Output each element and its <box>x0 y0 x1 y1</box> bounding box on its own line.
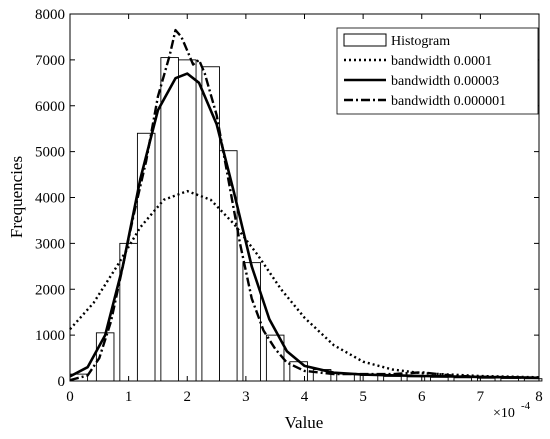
histogram-bar <box>136 132 156 382</box>
histogram-bar <box>383 375 402 382</box>
x-exponent-power: -4 <box>521 400 531 412</box>
y-tick-label: 6000 <box>35 99 65 115</box>
legend: Histogram bandwidth 0.0001 bandwidth 0.000… <box>336 27 539 115</box>
legend-item: bandwidth 0.0001 <box>344 54 492 69</box>
series-lines <box>69 28 540 382</box>
x-tick-label: 4 <box>301 389 309 405</box>
x-tick-label: 6 <box>418 389 426 405</box>
legend-swatch <box>343 33 387 47</box>
histogram-bars <box>69 57 543 382</box>
y-tick-label: 5000 <box>35 145 65 161</box>
x-exponent-base: ×10 <box>493 406 515 421</box>
legend-label: bandwidth 0.0001 <box>391 54 492 69</box>
legend-item: Histogram <box>343 33 450 49</box>
legend-label: Histogram <box>391 34 450 49</box>
legend-item: bandwidth 0.000001 <box>344 94 506 109</box>
y-tick-label: 4000 <box>35 191 65 207</box>
x-tick-label: 7 <box>477 389 485 405</box>
legend-label: bandwidth 0.00003 <box>391 74 499 89</box>
x-tick-label: 3 <box>242 389 250 405</box>
legend-item: bandwidth 0.00003 <box>344 74 499 89</box>
series-line <box>69 28 540 382</box>
y-axis-label: Frequencies <box>7 156 26 238</box>
x-tick-label: 0 <box>66 389 74 405</box>
x-axis-exponent: ×10 -4 <box>493 400 531 421</box>
y-tick-label: 8000 <box>35 7 65 23</box>
x-axis: 0 1 2 3 4 5 6 7 8 <box>66 14 543 405</box>
x-tick-label: 5 <box>359 389 367 405</box>
histogram-bar <box>430 376 449 382</box>
series-line <box>69 189 540 379</box>
y-tick-label: 7000 <box>35 53 65 69</box>
histogram-bar <box>242 262 261 382</box>
y-tick-label: 2000 <box>35 282 65 298</box>
y-tick-label: 1000 <box>35 328 65 344</box>
y-tick-label: 3000 <box>35 236 65 252</box>
histogram-bar <box>178 59 197 382</box>
histogram-bar <box>160 57 179 382</box>
y-tick-label: 0 <box>58 374 66 390</box>
y-axis: 0 1000 2000 3000 4000 5000 6000 7000 8000 <box>35 7 539 390</box>
x-tick-label: 8 <box>535 389 543 405</box>
x-tick-label: 2 <box>184 389 192 405</box>
legend-label: bandwidth 0.000001 <box>391 94 506 109</box>
x-axis-label: Value <box>285 413 324 432</box>
x-tick-label: 1 <box>125 389 133 405</box>
